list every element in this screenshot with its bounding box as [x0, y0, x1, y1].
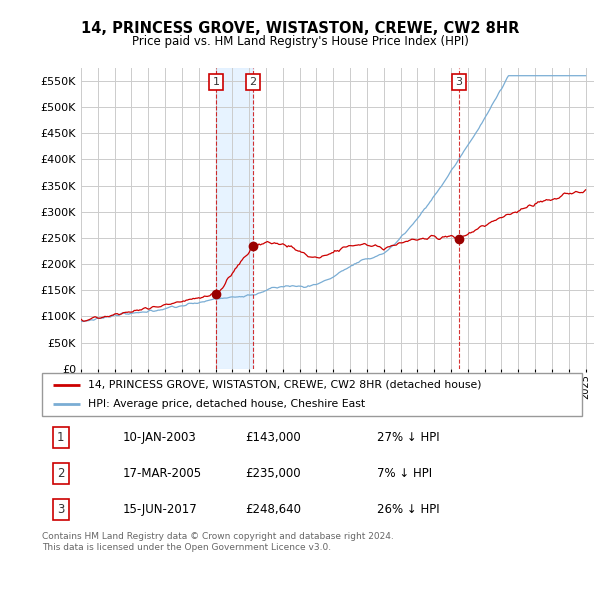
Text: 14, PRINCESS GROVE, WISTASTON, CREWE, CW2 8HR (detached house): 14, PRINCESS GROVE, WISTASTON, CREWE, CW… [88, 380, 481, 390]
Text: 27% ↓ HPI: 27% ↓ HPI [377, 431, 439, 444]
Text: 1: 1 [57, 431, 65, 444]
Text: 15-JUN-2017: 15-JUN-2017 [123, 503, 198, 516]
Text: £235,000: £235,000 [245, 467, 301, 480]
Text: 2: 2 [249, 77, 256, 87]
Text: 26% ↓ HPI: 26% ↓ HPI [377, 503, 439, 516]
Text: 7% ↓ HPI: 7% ↓ HPI [377, 467, 432, 480]
Text: 10-JAN-2003: 10-JAN-2003 [123, 431, 197, 444]
Text: £143,000: £143,000 [245, 431, 301, 444]
Text: 17-MAR-2005: 17-MAR-2005 [123, 467, 202, 480]
Text: Price paid vs. HM Land Registry's House Price Index (HPI): Price paid vs. HM Land Registry's House … [131, 35, 469, 48]
FancyBboxPatch shape [42, 373, 582, 416]
Text: 1: 1 [213, 77, 220, 87]
Text: Contains HM Land Registry data © Crown copyright and database right 2024.
This d: Contains HM Land Registry data © Crown c… [42, 532, 394, 552]
Text: 2: 2 [57, 467, 65, 480]
Text: 3: 3 [455, 77, 462, 87]
Text: £248,640: £248,640 [245, 503, 301, 516]
Text: 14, PRINCESS GROVE, WISTASTON, CREWE, CW2 8HR: 14, PRINCESS GROVE, WISTASTON, CREWE, CW… [81, 21, 519, 35]
Bar [216, 68, 253, 369]
Text: 3: 3 [57, 503, 65, 516]
Text: HPI: Average price, detached house, Cheshire East: HPI: Average price, detached house, Ches… [88, 399, 365, 409]
